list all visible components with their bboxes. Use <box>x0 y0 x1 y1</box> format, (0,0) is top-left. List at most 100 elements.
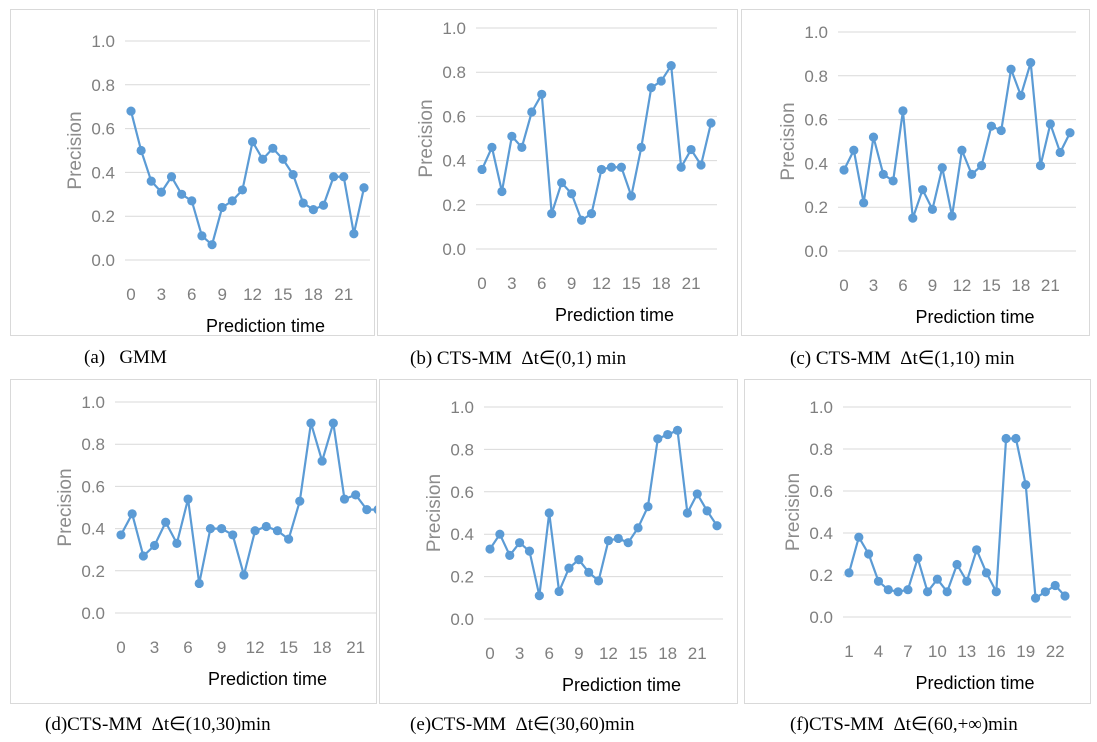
x-tick-label: 6 <box>183 638 192 657</box>
x-tick-label: 18 <box>313 638 332 657</box>
y-tick-label: 0.2 <box>450 568 474 587</box>
data-point <box>927 204 938 214</box>
data-point <box>706 118 716 128</box>
y-tick-label: 0.4 <box>804 154 828 173</box>
data-point <box>328 418 338 428</box>
data-point <box>298 198 308 208</box>
x-tick-label: 1 <box>844 642 853 661</box>
chart-svg: 0.0 0.2 0.4 0.6 0.8 1.0 0 3 6 9 12 15 18 21 Precision P… <box>65 32 370 335</box>
y-axis-label: Precision <box>778 102 799 180</box>
y-tick-label: 1.0 <box>450 398 474 417</box>
y-tick-label: 0.4 <box>809 524 833 543</box>
y-tick-label: 0.6 <box>442 107 466 126</box>
caption-d: (d)CTS-MM Δt∈(10,30)min <box>45 714 271 735</box>
x-axis-label: Prediction time <box>208 669 327 689</box>
data-point <box>692 489 702 499</box>
y-tick-label: 0.6 <box>809 482 833 501</box>
y-tick-label: 0.8 <box>809 440 833 459</box>
data-point <box>574 555 584 565</box>
x-axis-label: Prediction time <box>206 316 325 335</box>
data-point <box>606 162 617 172</box>
y-tick-label: 1.0 <box>804 23 828 42</box>
x-tick-label: 12 <box>592 274 611 293</box>
y-tick-label: 0.2 <box>804 198 828 217</box>
y-tick-label: 0.8 <box>81 435 105 454</box>
data-point <box>216 524 227 534</box>
data-point <box>636 142 646 152</box>
data-point <box>194 578 204 589</box>
y-axis-label: Precision <box>65 111 86 189</box>
chart-panel-e: 0.0 0.2 0.4 0.6 0.8 1.0 0 3 6 9 12 15 18 21 Precision P… <box>379 379 738 704</box>
data-point <box>183 494 193 504</box>
data-point <box>957 145 967 155</box>
x-tick-label: 9 <box>574 644 583 663</box>
data-point <box>952 559 962 570</box>
x-tick-label: 15 <box>629 644 648 663</box>
y-tick-label: 0.0 <box>804 242 828 261</box>
data-point <box>653 434 663 444</box>
caption-f: (f)CTS-MM Δt∈(60,+∞)min <box>790 714 1018 735</box>
data-point <box>888 176 898 186</box>
data-point <box>1060 591 1070 601</box>
data-point <box>258 154 268 164</box>
y-tick-label: 0.8 <box>450 440 474 459</box>
caption-c: (c) CTS-MM Δt∈(1,10) min <box>790 348 1015 369</box>
data-point <box>187 196 197 206</box>
y-tick-label: 1.0 <box>91 32 115 51</box>
data-point <box>317 456 327 466</box>
data-point <box>477 164 487 175</box>
data-point <box>996 125 1006 136</box>
y-tick-label: 0.4 <box>442 152 466 171</box>
x-tick-label: 3 <box>157 285 166 304</box>
x-tick-label: 3 <box>869 276 878 295</box>
data-point <box>873 576 884 586</box>
y-tick-label: 0.0 <box>450 610 474 629</box>
x-tick-label: 18 <box>658 644 677 663</box>
data-point <box>116 530 126 540</box>
y-tick-label: 0.4 <box>91 163 115 182</box>
y-tick-label: 0.2 <box>91 207 115 226</box>
data-point <box>505 550 515 560</box>
data-point <box>1050 580 1060 591</box>
data-point <box>643 502 653 512</box>
data-point <box>349 229 359 239</box>
data-point <box>250 526 260 536</box>
data-point <box>883 585 893 595</box>
data-point <box>1006 64 1016 74</box>
x-tick-label: 9 <box>217 638 226 657</box>
x-axis-label: Prediction time <box>562 675 681 695</box>
x-tick-label: 18 <box>652 274 671 293</box>
data-point <box>976 160 987 171</box>
data-point <box>272 526 283 536</box>
x-tick-label: 18 <box>1011 276 1030 295</box>
y-tick-label: 0.8 <box>91 76 115 95</box>
data-point <box>149 540 160 551</box>
x-tick-label: 0 <box>477 274 486 293</box>
data-point <box>616 162 626 172</box>
data-point <box>702 506 712 516</box>
data-point <box>217 202 227 213</box>
y-tick-label: 0.2 <box>442 196 466 215</box>
series-line <box>480 64 713 222</box>
x-tick-label: 3 <box>150 638 159 657</box>
data-point <box>981 568 992 578</box>
data-point <box>339 494 350 504</box>
data-point <box>918 185 928 195</box>
data-point <box>515 538 525 548</box>
data-point <box>329 172 339 182</box>
x-tick-label: 0 <box>116 638 125 657</box>
data-point <box>507 131 517 141</box>
y-tick-label: 0.6 <box>450 483 474 502</box>
x-tick-label: 21 <box>346 638 365 657</box>
x-axis-label: Prediction time <box>915 307 1034 327</box>
y-tick-label: 0.0 <box>442 240 466 259</box>
data-point <box>633 523 643 533</box>
x-tick-label: 22 <box>1046 642 1065 661</box>
data-point <box>913 553 923 563</box>
data-point <box>1035 160 1046 171</box>
chart-svg: 0.0 0.2 0.4 0.6 0.8 1.0 0 3 6 9 12 15 18 21 Precision P… <box>778 23 1076 327</box>
data-point <box>567 189 577 199</box>
data-point <box>942 587 952 597</box>
chart-svg: 0.0 0.2 0.4 0.6 0.8 1.0 0 3 6 9 12 15 18 21 Precision P… <box>416 19 717 325</box>
data-point <box>318 200 329 210</box>
